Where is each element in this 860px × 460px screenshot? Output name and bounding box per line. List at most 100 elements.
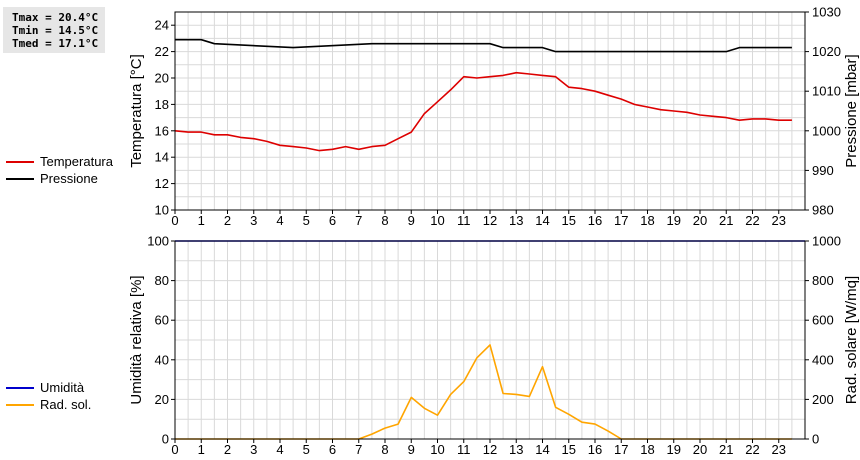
chart1-x-tick-label: 4: [276, 213, 283, 228]
chart1-x-tick-label: 1: [198, 213, 205, 228]
chart1-x-tick-label: 14: [535, 213, 549, 228]
chart2-y2-tick-label: 400: [812, 352, 834, 367]
chart2-x-tick-label: 8: [381, 442, 388, 457]
chart1-x-tick-label: 0: [171, 213, 178, 228]
chart1-series-1-line: [174, 71, 792, 152]
chart2-y2-tick-label: 0: [812, 432, 819, 447]
legend-label-umidita: Umidità: [40, 380, 85, 395]
chart2-y-tick-label: 80: [155, 273, 169, 288]
legend-swatch-rad-sol: [6, 404, 34, 406]
legend-item-rad-sol: Rad. sol.: [6, 396, 91, 413]
chart1-x-tick-label: 5: [303, 213, 310, 228]
chart1-y2-axis-title: Pressione [mbar]: [843, 54, 860, 167]
chart1-y2-tick-label: 1000: [812, 123, 841, 138]
legend-label-pressione: Pressione: [40, 171, 98, 186]
chart2-y-axis-title: Umidità relativa [%]: [128, 275, 145, 404]
chart2-x-tick-label: 21: [719, 442, 733, 457]
chart2-y2-axis-title: Rad. solare [W/mq]: [843, 276, 860, 404]
chart2-y2-tick-label: 200: [812, 392, 834, 407]
chart2-x-tick-label: 12: [483, 442, 497, 457]
chart2-x-tick-label: 23: [772, 442, 786, 457]
chart1-x-tick-label: 6: [329, 213, 336, 228]
chart1-y2-tick-label: 1030: [812, 5, 841, 20]
chart1-x-tick-label: 15: [562, 213, 576, 228]
chart1-y2-tick-label: 990: [812, 163, 834, 178]
chart2-y-tick-label: 20: [155, 392, 169, 407]
chart2-y2-tick-label: 1000: [812, 234, 841, 249]
chart2-y-tick-label: 0: [162, 432, 169, 447]
chart2-x-tick-label: 3: [250, 442, 257, 457]
chart2-x-tick-label: 13: [509, 442, 523, 457]
chart2-x-tick-label: 1: [198, 442, 205, 457]
chart2-x-tick-label: 0: [171, 442, 178, 457]
chart1-x-tick-label: 20: [693, 213, 707, 228]
chart1-y2-tick-label: 1010: [812, 84, 841, 99]
chart1-x-tick-label: 2: [224, 213, 231, 228]
legend-label-temperatura: Temperatura: [40, 154, 113, 169]
chart2-x-tick-label: 10: [430, 442, 444, 457]
legend-swatch-pressione: [6, 178, 34, 180]
chart2-x-tick-label: 11: [457, 442, 471, 457]
legend-top: Temperatura Pressione: [6, 153, 113, 187]
stats-box: Tmax = 20.4°C Tmin = 14.5°C Tmed = 17.1°…: [3, 7, 105, 53]
legend-item-pressione: Pressione: [6, 170, 113, 187]
legend-label-rad-sol: Rad. sol.: [40, 397, 92, 412]
chart2-x-tick-label: 22: [745, 442, 759, 457]
chart2-x-tick-label: 19: [667, 442, 681, 457]
chart2-y2-tick-label: 600: [812, 313, 834, 328]
chart1-y-tick-label: 10: [155, 203, 169, 218]
chart1-x-tick-label: 10: [430, 213, 444, 228]
chart1-x-tick-label: 22: [745, 213, 759, 228]
chart2-x-tick-label: 17: [614, 442, 628, 457]
chart1-y-tick-label: 24: [155, 18, 169, 33]
chart1-y-tick-label: 16: [155, 123, 169, 138]
chart2-x-tick-label: 18: [640, 442, 654, 457]
chart1-x-tick-label: 21: [719, 213, 733, 228]
chart1-x-tick-label: 17: [614, 213, 628, 228]
chart1-y-tick-label: 20: [155, 71, 169, 86]
chart1-x-tick-label: 11: [457, 213, 471, 228]
chart1-x-tick-label: 7: [355, 213, 362, 228]
chart2-y-tick-label: 40: [155, 352, 169, 367]
stat-tmin: Tmin = 14.5°C: [12, 24, 99, 37]
chart1-y-tick-label: 12: [155, 176, 169, 191]
chart1-x-tick-label: 13: [509, 213, 523, 228]
chart2-x-tick-label: 4: [276, 442, 283, 457]
chart2-x-tick-label: 2: [224, 442, 231, 457]
chart1-x-tick-label: 9: [408, 213, 415, 228]
chart1-y-axis-title: Temperatura [°C]: [128, 54, 145, 168]
chart1-x-tick-label: 3: [250, 213, 257, 228]
legend-swatch-umidita: [6, 387, 34, 389]
chart1-x-tick-label: 23: [772, 213, 786, 228]
chart1-y2-tick-label: 980: [812, 203, 834, 218]
chart2-x-tick-label: 7: [355, 442, 362, 457]
chart2-y2-tick-label: 800: [812, 273, 834, 288]
chart2-y-tick-label: 60: [155, 313, 169, 328]
chart2-series-2-line: [175, 344, 792, 440]
chart1-series-2-line: [175, 38, 792, 53]
chart2-x-tick-label: 16: [588, 442, 602, 457]
chart1-x-tick-label: 12: [483, 213, 497, 228]
chart2-x-tick-label: 6: [329, 442, 336, 457]
chart2-y-tick-label: 100: [147, 234, 169, 249]
stat-tmax: Tmax = 20.4°C: [12, 11, 99, 24]
chart2-x-tick-label: 14: [535, 442, 549, 457]
chart1-y2-tick-label: 1020: [812, 44, 841, 59]
chart1-y-tick-label: 18: [155, 97, 169, 112]
chart1-y-tick-label: 22: [155, 44, 169, 59]
chart2-x-tick-label: 9: [408, 442, 415, 457]
stat-tmed: Tmed = 17.1°C: [12, 37, 99, 50]
chart2-x-tick-label: 15: [562, 442, 576, 457]
chart1-x-tick-label: 19: [667, 213, 681, 228]
chart1-x-tick-label: 18: [640, 213, 654, 228]
chart1-x-tick-label: 16: [588, 213, 602, 228]
chart1-y-tick-label: 14: [155, 150, 169, 165]
legend-item-umidita: Umidità: [6, 379, 91, 396]
chart1-x-tick-label: 8: [381, 213, 388, 228]
legend-item-temperatura: Temperatura: [6, 153, 113, 170]
chart2-x-tick-label: 5: [303, 442, 310, 457]
legend-swatch-temperatura: [6, 161, 34, 163]
chart2-x-tick-label: 20: [693, 442, 707, 457]
legend-bottom: Umidità Rad. sol.: [6, 379, 91, 413]
